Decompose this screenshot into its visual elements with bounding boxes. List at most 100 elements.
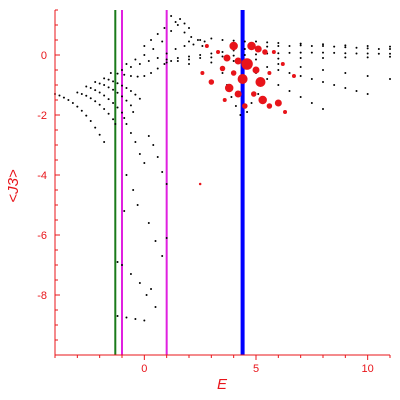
black-point-197 (161, 171, 164, 173)
black-point-210 (154, 306, 157, 308)
data-points (54, 15, 391, 322)
red-point-19 (208, 79, 215, 85)
red-point-2 (223, 54, 231, 62)
black-point-141 (344, 56, 347, 59)
red-point-18 (283, 110, 288, 114)
red-point-28 (222, 98, 227, 102)
black-point-124 (288, 51, 291, 54)
black-point-3 (62, 96, 65, 99)
black-point-102 (277, 45, 280, 47)
black-point-104 (299, 44, 302, 47)
black-point-160 (288, 72, 291, 74)
black-point-36 (107, 86, 110, 89)
black-point-40 (125, 99, 128, 102)
black-point-77 (170, 30, 173, 32)
black-point-194 (147, 135, 150, 137)
black-point-58 (150, 72, 153, 74)
black-point-92 (165, 58, 168, 61)
black-point-10 (94, 126, 97, 129)
black-point-69 (183, 45, 186, 47)
black-point-204 (161, 255, 164, 257)
black-point-33 (94, 81, 97, 83)
black-point-21 (112, 118, 115, 121)
red-point-1 (219, 65, 226, 72)
black-point-54 (123, 73, 126, 76)
black-point-99 (243, 48, 246, 50)
black-point-150 (255, 40, 257, 43)
black-point-106 (322, 45, 324, 47)
black-point-72 (125, 63, 128, 65)
black-point-202 (147, 222, 150, 224)
black-point-216 (165, 237, 168, 239)
red-point-23 (271, 50, 276, 54)
red-point-30 (198, 182, 202, 186)
black-point-57 (143, 75, 146, 77)
black-point-180 (389, 78, 391, 80)
red-point-29 (291, 74, 296, 78)
black-point-135 (210, 61, 213, 64)
y-axis-title: <J3> (5, 169, 22, 203)
black-point-93 (176, 57, 179, 59)
black-point-140 (322, 57, 324, 59)
black-point-66 (156, 57, 159, 59)
black-point-59 (156, 67, 159, 70)
black-point-192 (138, 153, 141, 155)
black-point-139 (299, 57, 302, 59)
black-point-34 (98, 82, 101, 85)
black-point-12 (103, 141, 106, 143)
black-point-148 (232, 39, 235, 42)
black-point-103 (288, 45, 291, 47)
y-tick-label: 0 (41, 50, 47, 62)
black-point-27 (103, 94, 106, 97)
black-point-11 (98, 133, 101, 136)
black-point-83 (150, 39, 153, 41)
black-point-196 (156, 156, 159, 158)
black-point-41 (129, 104, 132, 107)
black-point-161 (299, 75, 302, 77)
black-point-137 (255, 58, 257, 61)
black-point-2 (58, 94, 61, 97)
red-point-3 (229, 41, 238, 51)
black-point-32 (123, 117, 126, 119)
black-point-175 (277, 63, 280, 65)
black-point-181 (221, 72, 224, 74)
black-point-188 (257, 93, 260, 95)
black-point-94 (188, 55, 190, 58)
black-point-7 (80, 109, 83, 112)
red-point-15 (258, 95, 267, 105)
black-point-78 (174, 21, 177, 23)
black-point-170 (277, 84, 280, 86)
black-point-53 (116, 72, 119, 75)
red-point-21 (230, 70, 237, 76)
black-point-114 (176, 60, 179, 62)
y-tick-label: -2 (37, 110, 47, 122)
black-point-166 (355, 90, 358, 92)
axes: 0 5 10 0 -2 -4 -6 -8 (37, 9, 391, 375)
black-point-108 (344, 46, 347, 49)
black-point-85 (163, 27, 166, 29)
black-point-86 (170, 15, 173, 17)
black-point-75 (152, 48, 155, 50)
black-point-4 (67, 99, 70, 101)
black-point-130 (355, 52, 358, 55)
black-point-149 (243, 40, 246, 43)
black-point-23 (85, 85, 88, 88)
black-point-38 (116, 91, 119, 94)
black-point-17 (94, 100, 97, 103)
black-point-176 (299, 66, 302, 68)
black-point-26 (98, 91, 101, 94)
black-point-214 (143, 319, 146, 322)
black-point-129 (344, 52, 347, 55)
black-point-84 (156, 33, 159, 35)
black-point-65 (147, 60, 150, 62)
black-point-186 (246, 111, 249, 113)
black-point-187 (250, 102, 253, 104)
black-point-200 (132, 189, 135, 191)
red-point-4 (234, 57, 242, 65)
red-point-5 (237, 74, 248, 84)
black-point-5 (71, 102, 74, 104)
black-point-110 (366, 47, 369, 50)
black-point-60 (163, 63, 166, 65)
black-point-143 (389, 55, 391, 58)
black-point-145 (199, 39, 202, 41)
